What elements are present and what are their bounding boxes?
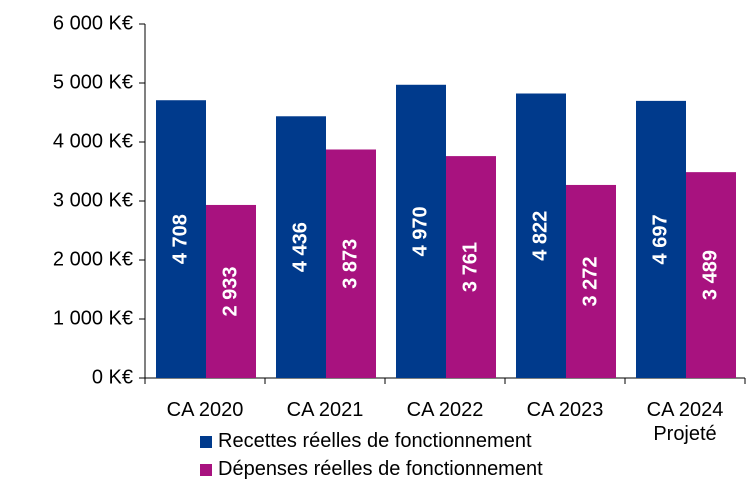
legend-label: Dépenses réelles de fonctionnement bbox=[218, 458, 543, 480]
data-label: 4 970 bbox=[409, 206, 431, 256]
legend-item: Dépenses réelles de fonctionnement bbox=[200, 458, 543, 481]
bar bbox=[636, 100, 686, 378]
legend-swatch bbox=[200, 463, 212, 476]
y-tick-label: 5 000 K€ bbox=[53, 71, 133, 93]
y-tick-label: 3 000 K€ bbox=[53, 189, 133, 211]
x-tick-label: CA 2023 bbox=[526, 399, 604, 421]
bar bbox=[276, 116, 326, 378]
y-tick-label: 1 000 K€ bbox=[53, 307, 133, 329]
data-label: 4 697 bbox=[649, 214, 671, 264]
data-label: 4 822 bbox=[529, 211, 551, 261]
bar bbox=[516, 93, 566, 378]
x-tick-label: CA 2021 bbox=[286, 399, 364, 421]
bar bbox=[686, 172, 736, 378]
bar bbox=[396, 84, 446, 379]
x-tick-label: CA 2022 bbox=[406, 399, 484, 421]
y-tick-label: 6 000 K€ bbox=[53, 12, 133, 34]
y-tick-label: 0 K€ bbox=[92, 366, 133, 388]
bar bbox=[206, 204, 256, 378]
y-tick-label: 2 000 K€ bbox=[53, 248, 133, 270]
data-label: 4 708 bbox=[169, 214, 191, 264]
data-label: 2 933 bbox=[219, 266, 241, 316]
legend-swatch bbox=[200, 435, 212, 448]
legend-label: Recettes réelles de fonctionnement bbox=[218, 430, 532, 452]
data-label: 3 873 bbox=[339, 239, 361, 289]
bar bbox=[326, 149, 376, 378]
data-label: 3 489 bbox=[699, 250, 721, 300]
x-tick-label: CA 2020 bbox=[166, 399, 244, 421]
x-tick-label: CA 2024 Projeté bbox=[646, 399, 724, 445]
legend-item: Recettes réelles de fonctionnement bbox=[200, 430, 532, 453]
bar bbox=[446, 156, 496, 378]
bar bbox=[566, 184, 616, 378]
y-tick-label: 4 000 K€ bbox=[53, 130, 133, 152]
data-label: 3 272 bbox=[579, 256, 601, 306]
bar bbox=[156, 100, 206, 378]
data-label: 3 761 bbox=[459, 242, 481, 292]
data-label: 4 436 bbox=[289, 222, 311, 272]
